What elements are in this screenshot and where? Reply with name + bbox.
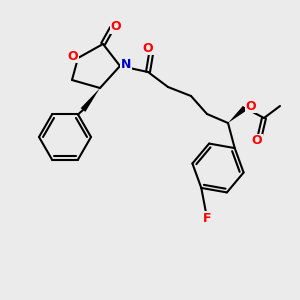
Polygon shape — [228, 106, 247, 123]
Text: O: O — [111, 20, 121, 34]
Text: N: N — [121, 58, 131, 71]
Text: O: O — [252, 134, 262, 148]
Text: O: O — [68, 50, 78, 62]
Polygon shape — [81, 88, 100, 112]
Text: O: O — [246, 100, 256, 112]
Text: O: O — [143, 41, 153, 55]
Text: F: F — [203, 212, 211, 224]
